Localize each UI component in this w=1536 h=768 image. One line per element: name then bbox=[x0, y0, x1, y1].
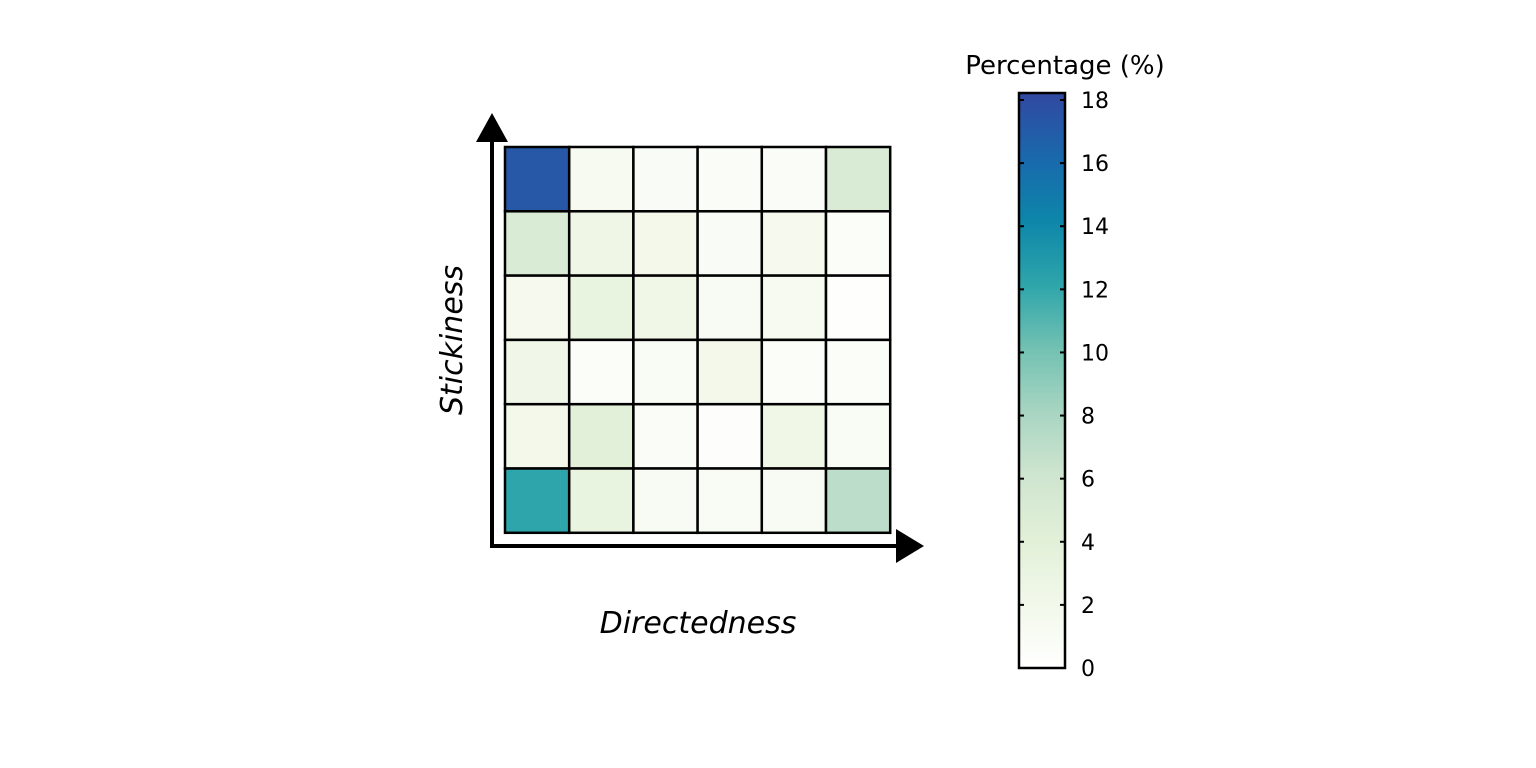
heatmap-cell-r2-c1 bbox=[567, 274, 635, 342]
heatmap-cell-r5-c1 bbox=[567, 467, 635, 535]
heatmap-cell-r1-c4 bbox=[760, 210, 828, 277]
y-axis-title: Stickiness bbox=[435, 265, 470, 415]
colorbar bbox=[1017, 91, 1067, 670]
heatmap-cell-r3-c1 bbox=[567, 338, 635, 406]
heatmap-cell-r1-c5 bbox=[824, 210, 892, 277]
colorbar-title: Percentage (%) bbox=[965, 51, 1165, 81]
colorbar-tick-label-0: 0 bbox=[1081, 657, 1095, 682]
heatmap-cell-r1-c1 bbox=[567, 210, 635, 277]
x-axis-arrow bbox=[896, 529, 924, 563]
heatmap-cell-r4-c3 bbox=[696, 402, 764, 470]
heatmap-cell-r2-c5 bbox=[824, 274, 892, 342]
x-axis-title: Directedness bbox=[600, 606, 797, 641]
heatmap-cell-r0-c2 bbox=[632, 145, 699, 213]
colorbar-tick-label-12: 12 bbox=[1081, 278, 1109, 303]
heatmap-cell-r3-c5 bbox=[824, 338, 892, 406]
heatmap-cell-r5-c4 bbox=[760, 467, 828, 535]
heatmap-cell-r4-c4 bbox=[760, 402, 828, 470]
heatmap-cell-r2-c4 bbox=[760, 274, 828, 342]
colorbar-tick-label-14: 14 bbox=[1081, 215, 1109, 240]
colorbar-ticks: 0 2 4 6 8 10 12 14 16 18 bbox=[1019, 89, 1109, 682]
heatmap-cell-r2-c0 bbox=[503, 274, 571, 342]
axes bbox=[476, 113, 924, 563]
heatmap-cell-r5-c3 bbox=[696, 467, 764, 535]
heatmap-cell-r0-c3 bbox=[696, 145, 764, 213]
heatmap-cell-r0-c0 bbox=[503, 145, 571, 213]
colorbar-tick-label-8: 8 bbox=[1081, 405, 1095, 430]
heatmap-cell-r3-c3 bbox=[696, 338, 764, 406]
y-axis-arrow bbox=[476, 113, 508, 142]
heatmap-cell-r0-c1 bbox=[567, 145, 635, 213]
heatmap-cell-r1-c3 bbox=[696, 210, 764, 277]
heatmap-cell-r1-c2 bbox=[632, 210, 699, 277]
colorbar-tick-label-4: 4 bbox=[1081, 531, 1095, 556]
heatmap-cells bbox=[503, 145, 892, 535]
heatmap-cell-r3-c2 bbox=[632, 338, 699, 406]
heatmap-cell-r4-c2 bbox=[632, 402, 699, 470]
colorbar-tick-label-6: 6 bbox=[1081, 468, 1095, 493]
heatmap-cell-r3-c4 bbox=[760, 338, 828, 406]
heatmap-cell-r5-c0 bbox=[503, 467, 571, 535]
heatmap-cell-r5-c2 bbox=[632, 467, 699, 535]
heatmap-cell-r2-c3 bbox=[696, 274, 764, 342]
heatmap-cell-r5-c5 bbox=[824, 467, 892, 535]
colorbar-tick-label-10: 10 bbox=[1081, 341, 1109, 366]
heatmap-cell-r4-c5 bbox=[824, 402, 892, 470]
heatmap-cell-r4-c0 bbox=[503, 402, 571, 470]
colorbar-tick-label-16: 16 bbox=[1081, 152, 1109, 177]
heatmap-cell-r4-c1 bbox=[567, 402, 635, 470]
heatmap-cell-r2-c2 bbox=[632, 274, 699, 342]
colorbar-tick-label-2: 2 bbox=[1081, 594, 1095, 619]
heatmap-cell-r1-c0 bbox=[503, 210, 571, 277]
heatmap-cell-r3-c0 bbox=[503, 338, 571, 406]
colorbar-tick-label-18: 18 bbox=[1081, 89, 1109, 114]
heatmap-cell-r0-c5 bbox=[824, 145, 892, 213]
heatmap-cell-r0-c4 bbox=[760, 145, 828, 213]
